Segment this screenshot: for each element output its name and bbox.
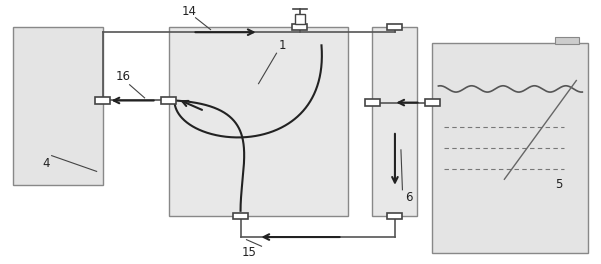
Bar <box>293 24 307 30</box>
Text: 1: 1 <box>279 39 286 52</box>
Text: 4: 4 <box>42 157 49 170</box>
Text: 16: 16 <box>116 70 131 83</box>
Bar <box>555 37 579 44</box>
Bar <box>161 97 176 104</box>
Bar <box>233 213 248 219</box>
Text: 6: 6 <box>404 191 412 204</box>
Bar <box>425 99 440 106</box>
Bar <box>13 27 103 185</box>
Text: 15: 15 <box>242 246 257 259</box>
Bar <box>365 99 380 106</box>
Bar <box>388 213 403 219</box>
Bar <box>432 43 588 253</box>
Bar <box>373 27 418 216</box>
Text: 14: 14 <box>182 5 197 18</box>
Bar <box>295 14 305 24</box>
Bar <box>388 24 403 30</box>
Bar <box>169 27 349 216</box>
Bar <box>95 97 110 104</box>
Text: 5: 5 <box>555 178 562 191</box>
